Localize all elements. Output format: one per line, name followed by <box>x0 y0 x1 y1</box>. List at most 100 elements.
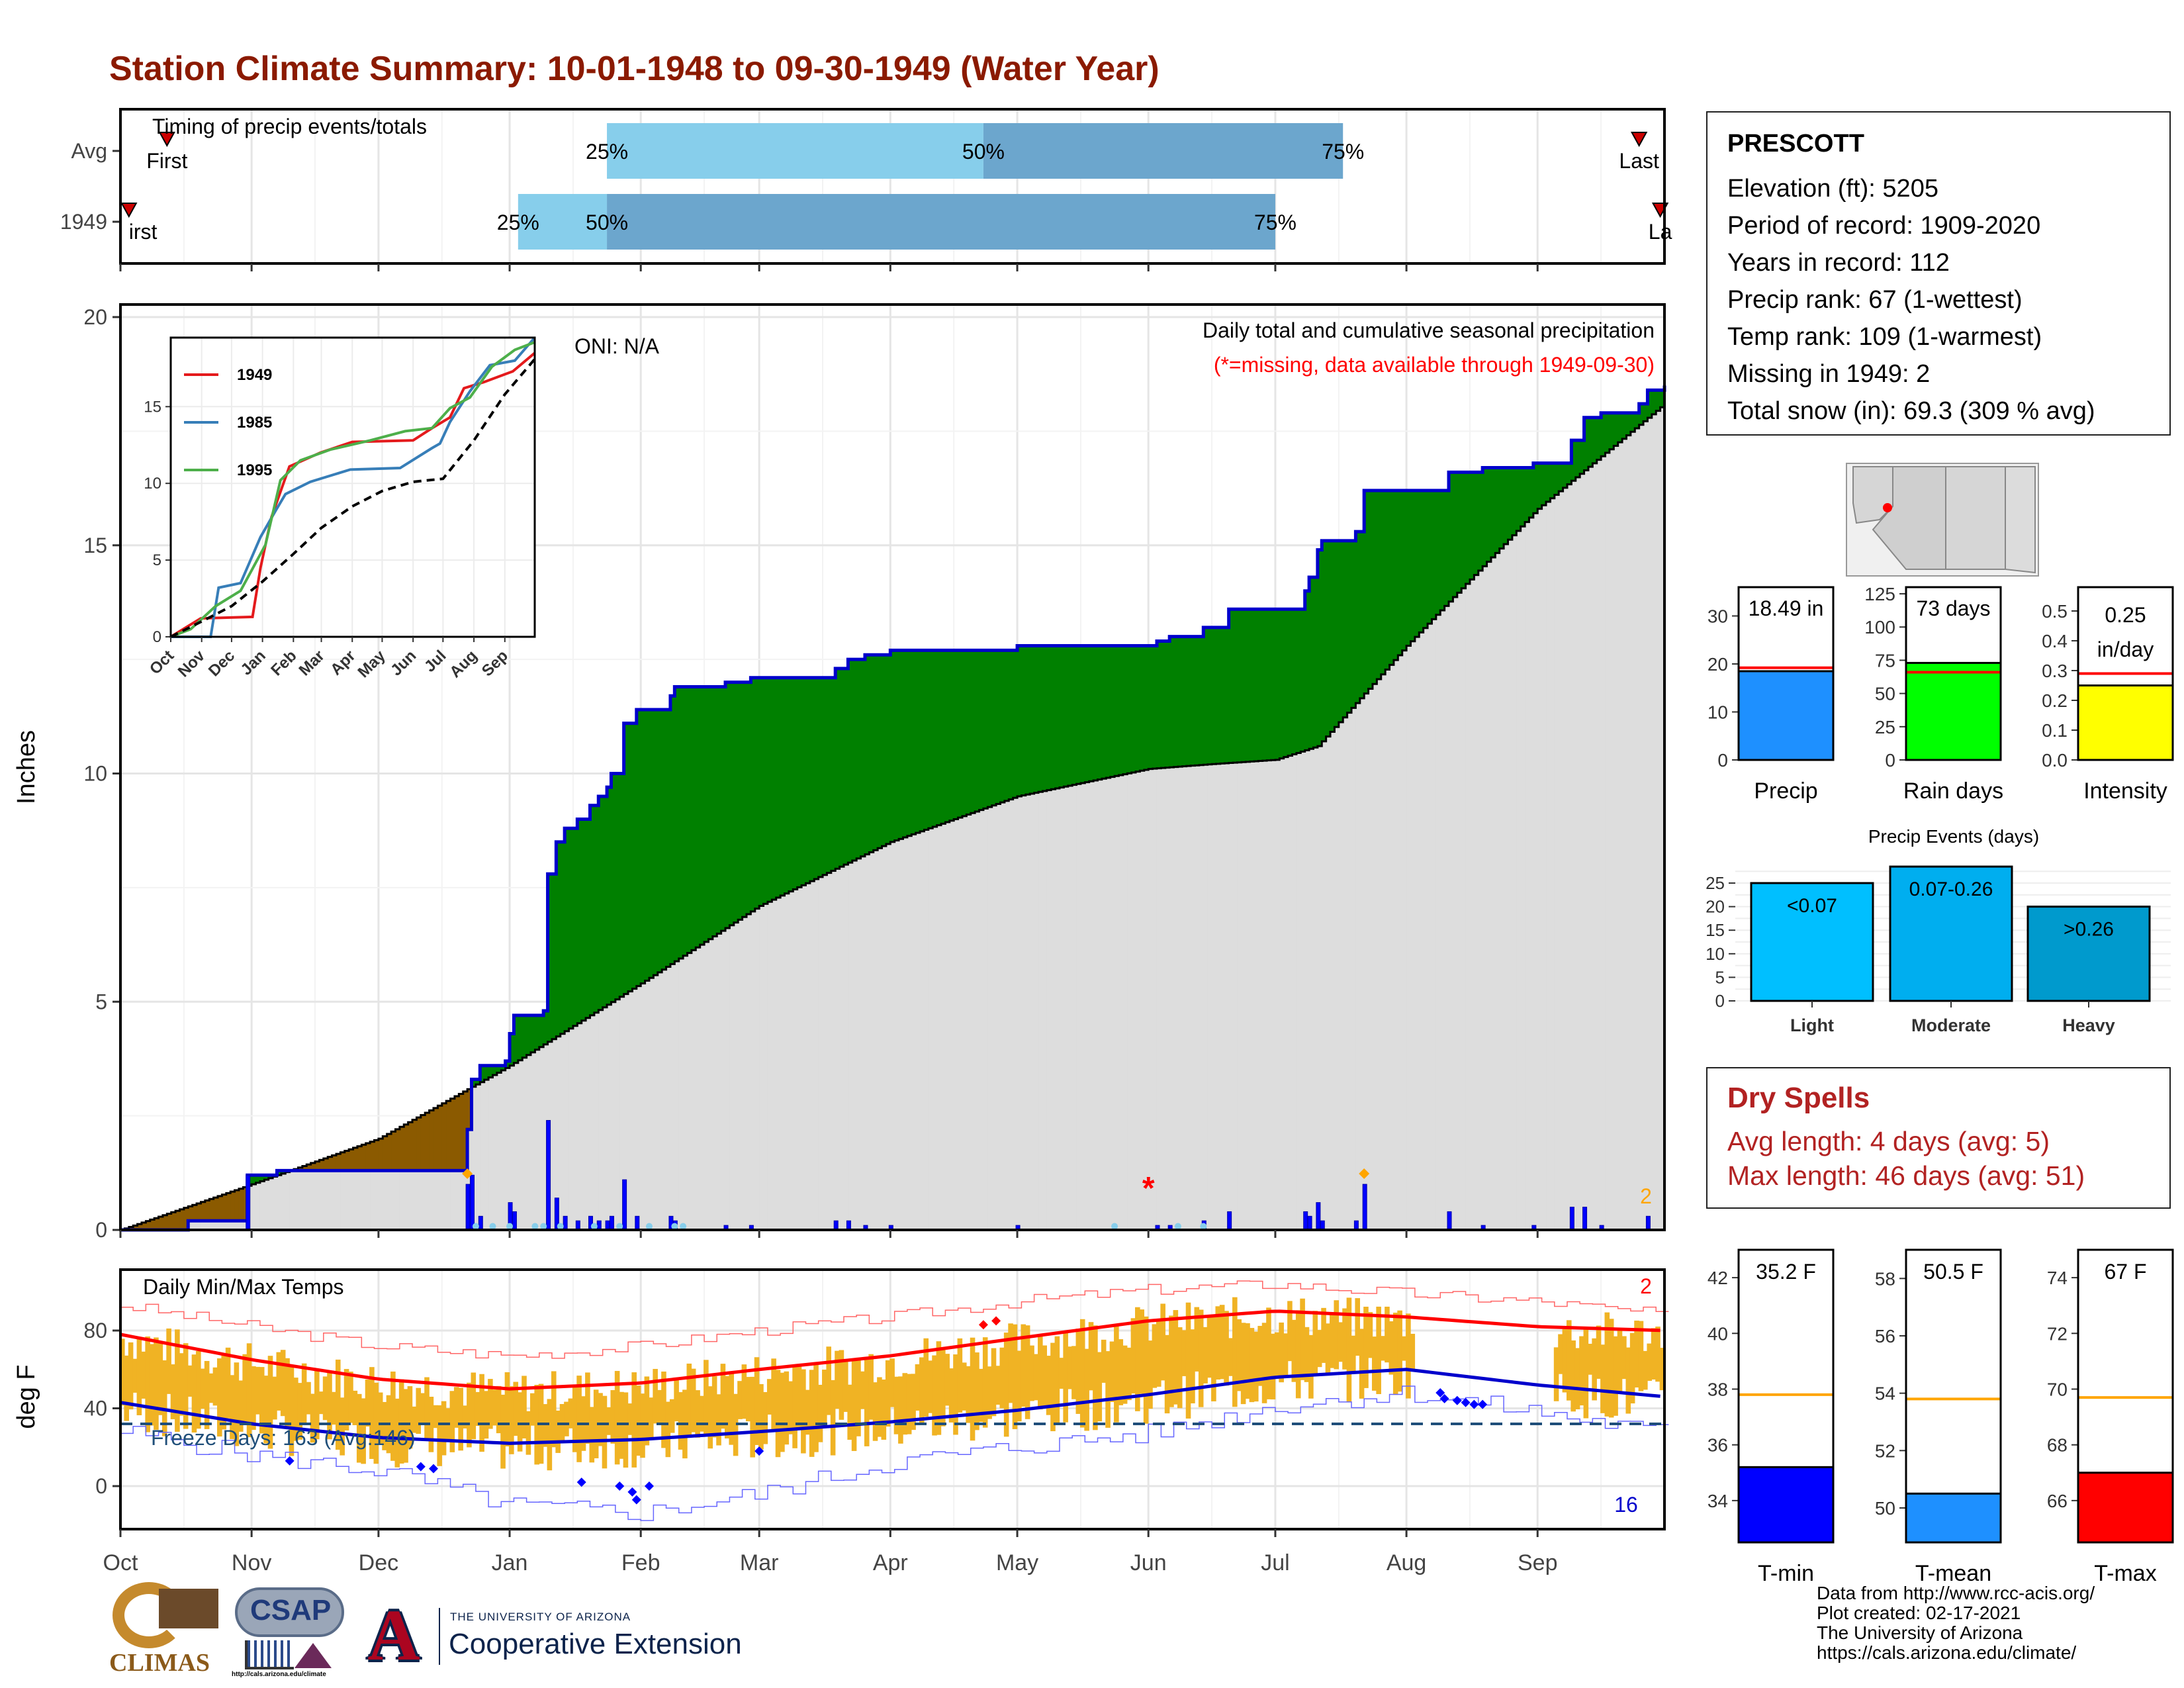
precip-dry-fill <box>467 1089 473 1130</box>
precip-wet-fill <box>1237 609 1242 763</box>
temp-daily-bar <box>1363 1306 1369 1388</box>
temp-record-low-marker <box>1439 1393 1449 1403</box>
precip-normal-fill <box>1051 789 1056 1230</box>
precip-normal-fill <box>526 1055 531 1230</box>
precip-normal-fill <box>945 822 950 1230</box>
precip-normal-fill <box>1148 769 1154 1230</box>
precip-normal-fill <box>1499 548 1504 1230</box>
precip-dry-fill <box>450 1098 455 1171</box>
precip-normal-fill <box>1351 708 1356 1230</box>
precip-normal-fill <box>1465 584 1471 1230</box>
temp-daily-bar <box>1355 1298 1360 1356</box>
temp-daily-bar <box>805 1389 811 1435</box>
precip-normal-fill <box>412 1170 417 1230</box>
precip-normal-fill <box>1009 799 1014 1230</box>
temp-daily-bar <box>1287 1301 1293 1362</box>
precip-missing-count: 2 <box>1640 1184 1652 1208</box>
temp-daily-bar <box>513 1382 519 1436</box>
precip-wet-fill <box>1169 636 1175 768</box>
temp-daily-bar <box>1270 1333 1276 1400</box>
temp-daily-bar <box>564 1401 569 1436</box>
precip-wet-fill <box>1000 650 1005 803</box>
precip-wet-fill <box>1601 412 1606 457</box>
precip-dry-fill <box>370 1141 375 1171</box>
precip-wet-fill <box>1343 540 1348 718</box>
precip-wet-fill <box>1461 472 1467 588</box>
precip-normal-fill <box>611 1002 616 1230</box>
precip-normal-fill <box>1512 535 1517 1230</box>
precip-wet-fill <box>742 682 747 917</box>
precip-wet-fill <box>1233 609 1238 763</box>
precip-normal-fill <box>510 1065 514 1230</box>
events-category-label: Moderate <box>1911 1015 1991 1035</box>
precip-normal-fill <box>1482 566 1488 1230</box>
precip-wet-fill <box>1377 491 1382 680</box>
tmin-y-tick-label: 34 <box>1707 1491 1728 1511</box>
precip-snow-marker <box>680 1223 687 1230</box>
temp-daily-bar <box>1148 1340 1153 1409</box>
precip-normal-fill <box>1592 463 1598 1230</box>
precip-wet-fill <box>1292 609 1297 755</box>
station-name: PRESCOTT <box>1727 130 1864 158</box>
temp-daily-bar <box>614 1371 620 1465</box>
precip-daily-bar <box>635 1215 640 1231</box>
temp-daily-bar <box>1126 1347 1132 1401</box>
temp-daily-bar <box>365 1379 371 1427</box>
timing-last-label: La <box>1649 220 1672 244</box>
precip-wet-fill <box>514 1015 519 1063</box>
precip-normal-fill <box>983 808 988 1230</box>
temp-daily-bar <box>602 1395 608 1469</box>
temp-daily-bar <box>1240 1323 1246 1405</box>
precip-dry-fill <box>183 1207 189 1230</box>
precip-normal-fill <box>958 818 963 1230</box>
temp-daily-bar <box>1300 1298 1305 1380</box>
precip-wet-fill <box>839 668 844 867</box>
footer-line: Plot created: 02-17-2021 <box>1817 1603 2021 1623</box>
precip-dry-fill <box>454 1096 459 1171</box>
precip-normal-fill <box>1271 760 1276 1230</box>
temp-x-tick-label: Jan <box>492 1550 528 1575</box>
precip-normal-fill <box>1309 749 1314 1230</box>
temp-daily-bar <box>864 1358 870 1446</box>
events-category-label: Heavy <box>2062 1015 2115 1035</box>
temp-record-low-marker <box>576 1477 586 1487</box>
temp-daily-bar <box>1634 1321 1639 1388</box>
temp-daily-bar <box>1232 1297 1238 1407</box>
temp-daily-bar <box>1088 1322 1094 1391</box>
precip-wet-fill <box>1156 641 1161 769</box>
temp-daily-bar <box>1295 1310 1301 1399</box>
precip-normal-fill <box>323 1170 328 1230</box>
temp-daily-bar <box>255 1366 261 1415</box>
precip-normal-fill <box>1034 792 1039 1230</box>
precip-wet-fill <box>831 677 836 871</box>
temp-daily-bar <box>932 1355 937 1436</box>
precip-normal-fill <box>1626 435 1631 1230</box>
precip-normal-fill <box>1326 736 1331 1230</box>
precip-wet-fill <box>890 650 895 842</box>
precip-dry-fill <box>209 1199 214 1221</box>
precip-snow-marker <box>489 1223 496 1230</box>
precip-normal-fill <box>1478 571 1483 1230</box>
temp-daily-bar <box>280 1350 286 1417</box>
temp-x-tick-label: Dec <box>359 1550 398 1575</box>
precip-normal-fill <box>882 846 887 1230</box>
precip-wet-fill <box>848 659 853 863</box>
precip-normal-fill <box>1381 674 1386 1230</box>
ua-logo: A THE UNIVERSITY OF ARIZONA Cooperative … <box>361 1599 758 1671</box>
precip-normal-fill <box>920 831 925 1230</box>
precip-daily-bar <box>1582 1207 1588 1231</box>
temp-daily-bar <box>927 1360 933 1413</box>
precip-normal-fill <box>704 941 709 1230</box>
footer-line: The University of Arizona <box>1817 1622 2023 1643</box>
precip-wet-fill <box>505 1060 510 1068</box>
precip-daily-bar <box>1353 1220 1359 1231</box>
precip-normal-fill <box>717 933 722 1230</box>
intensity-y-tick-label: 0.3 <box>2042 661 2068 681</box>
temp-daily-bar <box>1021 1324 1026 1407</box>
precip-wet-fill <box>662 709 667 970</box>
temp-daily-bar <box>1629 1333 1635 1404</box>
precip-dry-fill <box>365 1143 371 1171</box>
temp-daily-bar <box>695 1390 700 1438</box>
temp-daily-bar <box>1397 1310 1402 1392</box>
precip-dry-fill <box>463 1091 468 1171</box>
